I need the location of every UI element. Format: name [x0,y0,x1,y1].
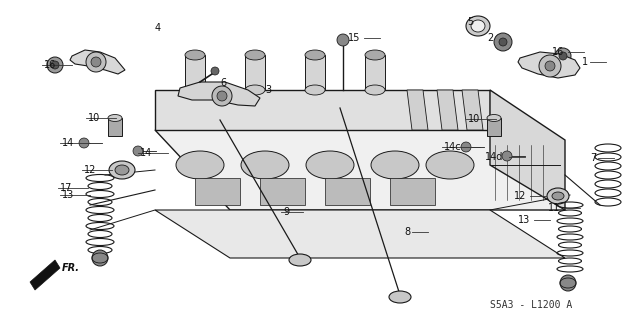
Ellipse shape [471,20,485,32]
Polygon shape [365,55,385,90]
Text: 5: 5 [467,17,473,27]
Text: 8: 8 [404,227,410,237]
Circle shape [211,67,219,75]
Text: 3: 3 [265,85,271,95]
Polygon shape [325,178,370,205]
Ellipse shape [487,115,501,122]
Ellipse shape [245,50,265,60]
Text: 14: 14 [140,148,152,158]
Polygon shape [305,55,325,90]
Ellipse shape [108,115,122,122]
Circle shape [337,34,349,46]
Ellipse shape [241,151,289,179]
Polygon shape [195,178,240,205]
Circle shape [133,146,143,156]
Polygon shape [490,90,565,210]
Text: 14: 14 [62,138,74,148]
Circle shape [494,33,512,51]
Circle shape [79,138,89,148]
Text: 4: 4 [155,23,161,33]
Circle shape [545,61,555,71]
Polygon shape [407,90,428,130]
Circle shape [92,250,108,266]
Text: S5A3 - L1200 A: S5A3 - L1200 A [490,300,572,310]
Text: 9: 9 [283,207,289,217]
Circle shape [560,275,576,291]
Polygon shape [108,118,122,136]
Ellipse shape [365,50,385,60]
Polygon shape [155,210,565,258]
Polygon shape [437,90,458,130]
Circle shape [47,57,63,73]
Circle shape [461,142,471,152]
Polygon shape [245,55,265,90]
Text: 1: 1 [582,57,588,67]
Text: 15: 15 [348,33,360,43]
Ellipse shape [306,151,354,179]
Text: 12: 12 [84,165,97,175]
Polygon shape [260,178,305,205]
Ellipse shape [426,151,474,179]
Text: 13: 13 [518,215,531,225]
Text: 7: 7 [590,153,596,163]
Ellipse shape [305,85,325,95]
Text: 10: 10 [468,114,480,124]
Polygon shape [185,55,205,90]
Ellipse shape [185,85,205,95]
Text: 10: 10 [88,113,100,123]
Circle shape [559,52,567,60]
Circle shape [539,55,561,77]
Text: 6: 6 [220,78,226,88]
Text: 12: 12 [514,191,526,201]
Ellipse shape [289,254,311,266]
Ellipse shape [176,151,224,179]
Ellipse shape [552,192,564,200]
Polygon shape [155,130,565,210]
Circle shape [499,38,507,46]
Text: 11: 11 [548,203,560,213]
Ellipse shape [115,165,129,175]
Circle shape [555,48,571,64]
Ellipse shape [109,161,135,179]
Circle shape [502,151,512,161]
Ellipse shape [305,50,325,60]
Ellipse shape [466,16,490,36]
Text: 14d: 14d [485,152,504,162]
Ellipse shape [245,85,265,95]
Circle shape [86,52,106,72]
Circle shape [51,61,59,69]
Text: 16: 16 [44,60,56,70]
Polygon shape [462,90,483,130]
Ellipse shape [371,151,419,179]
Polygon shape [390,178,435,205]
Text: 13: 13 [62,190,74,200]
Text: 14c: 14c [444,142,461,152]
Text: 2: 2 [487,33,493,43]
Ellipse shape [185,50,205,60]
Ellipse shape [547,188,569,204]
Polygon shape [178,82,260,106]
Ellipse shape [389,291,411,303]
Circle shape [91,57,101,67]
Ellipse shape [365,85,385,95]
Circle shape [212,86,232,106]
Text: 16: 16 [552,47,564,57]
Text: FR.: FR. [62,263,80,273]
Circle shape [217,91,227,101]
Text: 17: 17 [60,183,72,193]
Polygon shape [70,50,125,74]
Polygon shape [155,90,490,130]
Polygon shape [518,52,580,78]
Polygon shape [30,260,60,290]
Polygon shape [487,118,501,136]
